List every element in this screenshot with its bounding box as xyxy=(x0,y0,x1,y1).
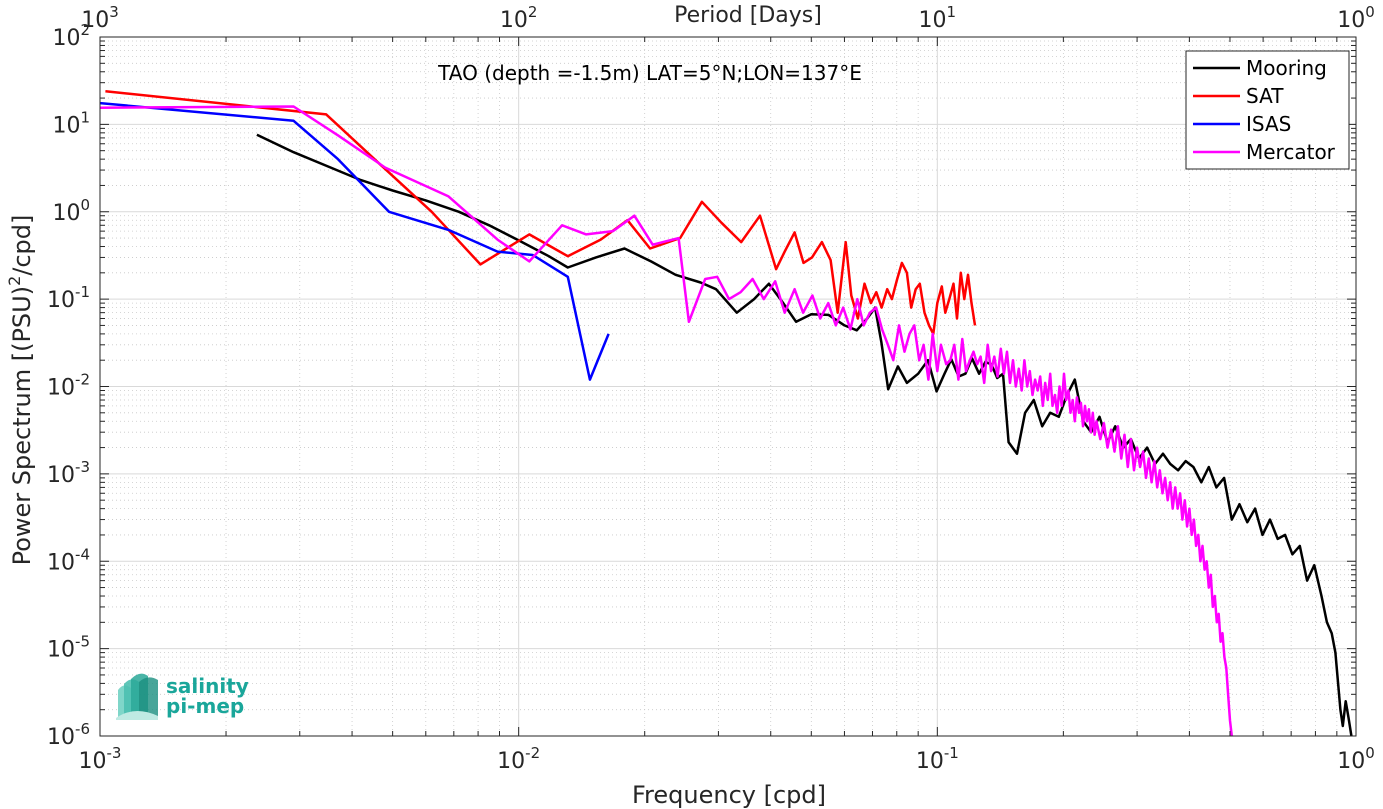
series-line-isas xyxy=(100,101,610,381)
x-tick-label: 10-1 xyxy=(916,744,959,774)
series-line-mercator xyxy=(100,105,1234,736)
y-tick-label: 10-2 xyxy=(47,371,90,401)
top-axis-label: Period [Days] xyxy=(674,3,822,28)
y-tick-label: 10-6 xyxy=(47,720,90,750)
legend-label-isas: ISAS xyxy=(1246,112,1291,136)
y-axis-label: Power Spectrum [(PSU)2/cpd] xyxy=(5,215,36,566)
top-tick-label: 100 xyxy=(1337,3,1375,33)
y-tick-label: 10-3 xyxy=(47,458,90,488)
y-tick-label: 102 xyxy=(52,21,90,51)
x-tick-label: 10-3 xyxy=(79,744,122,774)
annotation-text: TAO (depth =-1.5m) LAT=5°N;LON=137°E xyxy=(437,61,862,85)
wave-logo-icon xyxy=(116,673,158,720)
tick-marks xyxy=(99,36,1357,737)
series-line-mooring xyxy=(256,133,1353,736)
series-layer xyxy=(100,89,1353,736)
y-tick-label: 101 xyxy=(52,108,90,138)
y-tick-label: 10-1 xyxy=(47,283,90,313)
top-tick-label: 103 xyxy=(81,3,119,33)
y-axis-label-sup: 2 xyxy=(5,276,24,286)
y-tick-label: 10-4 xyxy=(47,545,90,575)
series-line-sat xyxy=(105,89,977,336)
minor-grid xyxy=(100,37,1356,736)
logo-text-salinity: salinity xyxy=(166,674,249,698)
y-axis-label-main: Power Spectrum [(PSU) xyxy=(8,286,36,565)
legend-box xyxy=(1185,50,1350,170)
y-axis-label-tail: /cpd] xyxy=(8,215,36,276)
top-tick-label: 101 xyxy=(919,3,957,33)
logo-text-pi-mep: pi-mep xyxy=(166,694,244,718)
x-tick-label: 10-2 xyxy=(497,744,540,774)
y-tick-label: 10-5 xyxy=(47,633,90,663)
x-axis-label: Frequency [cpd] xyxy=(632,781,826,809)
top-tick-label: 102 xyxy=(500,3,538,33)
legend-label-sat: SAT xyxy=(1246,84,1284,108)
x-tick-label: 100 xyxy=(1337,744,1375,774)
salinity-pi-mep-logo: salinity pi-mep xyxy=(116,673,249,720)
legend-label-mooring: Mooring xyxy=(1246,56,1327,80)
legend: Mooring SAT ISAS Mercator xyxy=(1185,50,1350,170)
legend-label-mercator: Mercator xyxy=(1246,140,1336,164)
y-tick-label: 100 xyxy=(52,196,90,226)
